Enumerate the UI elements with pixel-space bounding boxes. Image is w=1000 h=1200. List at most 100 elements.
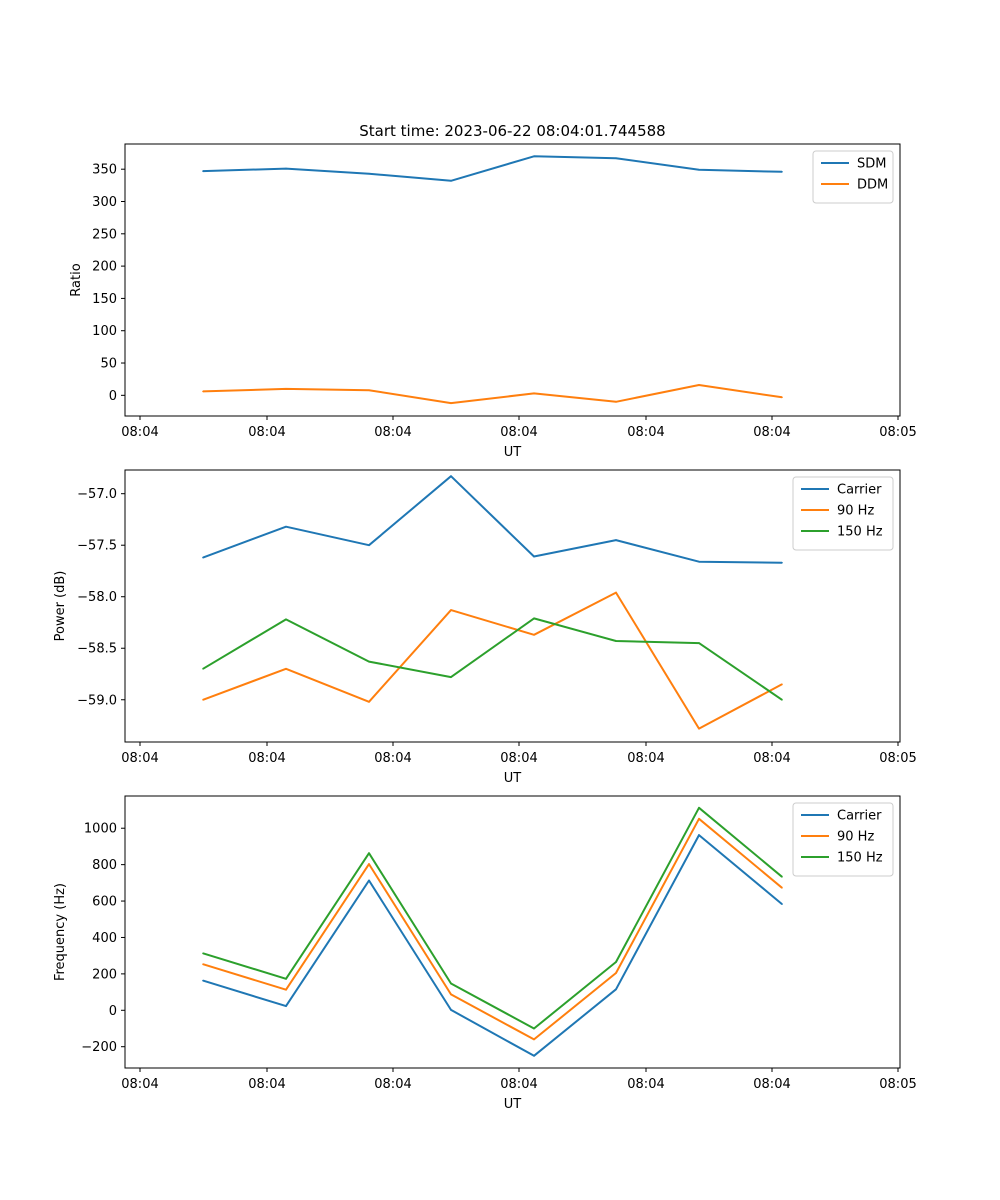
data-point bbox=[698, 818, 700, 820]
data-point bbox=[450, 475, 452, 478]
y-tick-label: 1000 bbox=[84, 822, 117, 837]
x-axis-label: UT bbox=[504, 445, 522, 460]
data-point bbox=[698, 834, 700, 836]
legend-label: Carrier bbox=[837, 483, 882, 498]
y-tick-label: −59.0 bbox=[77, 693, 117, 708]
data-point bbox=[368, 544, 370, 546]
data-point bbox=[615, 157, 617, 159]
data-point bbox=[533, 555, 535, 558]
data-point bbox=[781, 396, 783, 399]
data-point bbox=[615, 640, 617, 642]
data-point bbox=[368, 389, 370, 392]
data-point bbox=[615, 401, 617, 403]
data-point bbox=[533, 634, 535, 636]
series-line-1 bbox=[202, 817, 783, 1041]
legend-label: Carrier bbox=[837, 809, 882, 824]
x-tick-label: 08:04 bbox=[374, 751, 411, 766]
data-point bbox=[698, 727, 700, 730]
data-point bbox=[698, 807, 700, 809]
data-point bbox=[285, 618, 287, 621]
legend-label: 90 Hz bbox=[837, 504, 874, 519]
legend-label: 150 Hz bbox=[837, 525, 883, 540]
data-point bbox=[202, 668, 204, 670]
data-point bbox=[368, 660, 370, 663]
y-tick-label: 400 bbox=[92, 931, 117, 946]
x-tick-label: 08:04 bbox=[500, 751, 537, 766]
x-tick-label: 08:04 bbox=[500, 1077, 537, 1092]
panel-frequency: 08:04 08:04 08:04 08:04 08:04 08:04 08:05 −200 0… bbox=[53, 795, 917, 1112]
data-point bbox=[368, 852, 370, 854]
data-point bbox=[450, 609, 452, 611]
data-point bbox=[533, 1027, 535, 1030]
data-point bbox=[615, 972, 617, 974]
data-point bbox=[202, 952, 204, 955]
x-axis-label: UT bbox=[504, 1097, 522, 1112]
y-tick-label: −58.5 bbox=[77, 642, 117, 657]
x-tick-label: 08:04 bbox=[627, 425, 664, 440]
data-point bbox=[202, 699, 204, 701]
legend-label: DDM bbox=[857, 178, 888, 193]
y-tick-label: 350 bbox=[92, 163, 117, 178]
y-tick-label: 0 bbox=[109, 389, 117, 404]
legend-label: SDM bbox=[857, 157, 886, 172]
data-point bbox=[450, 982, 452, 985]
y-tick-label: 150 bbox=[92, 292, 117, 307]
data-point bbox=[698, 384, 700, 386]
data-point bbox=[533, 392, 535, 395]
data-point bbox=[368, 701, 370, 703]
data-point bbox=[202, 963, 204, 965]
data-point bbox=[698, 642, 700, 644]
y-tick-label: 300 bbox=[92, 195, 117, 210]
data-point bbox=[368, 863, 370, 865]
x-tick-label: 08:04 bbox=[121, 425, 158, 440]
y-tick-label: 800 bbox=[92, 858, 117, 873]
x-tick-label: 08:04 bbox=[248, 425, 285, 440]
panel-ratio: 08:04 08:04 08:04 08:04 08:04 08:04 08:05 0 50 10… bbox=[69, 143, 917, 460]
legend-label: 150 Hz bbox=[837, 851, 883, 866]
y-tick-label: 600 bbox=[92, 895, 117, 910]
x-tick-label: 08:04 bbox=[753, 751, 790, 766]
series-line-2 bbox=[202, 806, 783, 1030]
axes-frame bbox=[124, 469, 901, 743]
data-point bbox=[781, 887, 783, 889]
data-point bbox=[285, 978, 287, 980]
data-point bbox=[615, 961, 617, 963]
x-tick-label: 08:04 bbox=[627, 751, 664, 766]
data-point bbox=[285, 1005, 287, 1007]
y-tick-label: −57.5 bbox=[77, 539, 117, 554]
panel-power: 08:04 08:04 08:04 08:04 08:04 08:04 08:05 −59.0… bbox=[53, 469, 917, 786]
data-point bbox=[781, 683, 783, 686]
x-axis-label: UT bbox=[504, 771, 522, 786]
data-point bbox=[450, 180, 452, 182]
y-tick-label: 200 bbox=[92, 260, 117, 275]
y-tick-label: 250 bbox=[92, 227, 117, 242]
data-point bbox=[533, 1038, 535, 1041]
x-tick-label: 08:04 bbox=[121, 1077, 158, 1092]
data-point bbox=[615, 539, 617, 541]
series-line-0 bbox=[202, 155, 783, 182]
data-point bbox=[533, 617, 535, 620]
data-point bbox=[285, 388, 287, 390]
data-point bbox=[202, 556, 204, 559]
data-point bbox=[698, 169, 700, 171]
x-tick-label: 08:04 bbox=[248, 751, 285, 766]
data-point bbox=[533, 1055, 535, 1057]
data-point bbox=[368, 172, 370, 175]
data-point bbox=[285, 167, 287, 170]
data-point bbox=[202, 390, 204, 393]
series-line-0 bbox=[202, 475, 783, 564]
y-tick-label: −200 bbox=[81, 1040, 117, 1055]
data-point bbox=[450, 676, 452, 678]
y-tick-label: −57.0 bbox=[77, 487, 117, 502]
data-point bbox=[450, 993, 452, 996]
x-tick-label: 08:04 bbox=[500, 425, 537, 440]
data-point bbox=[285, 668, 287, 670]
data-point bbox=[781, 903, 783, 905]
y-tick-label: 200 bbox=[92, 967, 117, 982]
x-tick-label: 08:04 bbox=[627, 1077, 664, 1092]
y-tick-label: −58.0 bbox=[77, 590, 117, 605]
x-tick-label: 08:04 bbox=[753, 425, 790, 440]
y-axis-label: Frequency (Hz) bbox=[53, 883, 68, 981]
data-point bbox=[781, 699, 783, 701]
